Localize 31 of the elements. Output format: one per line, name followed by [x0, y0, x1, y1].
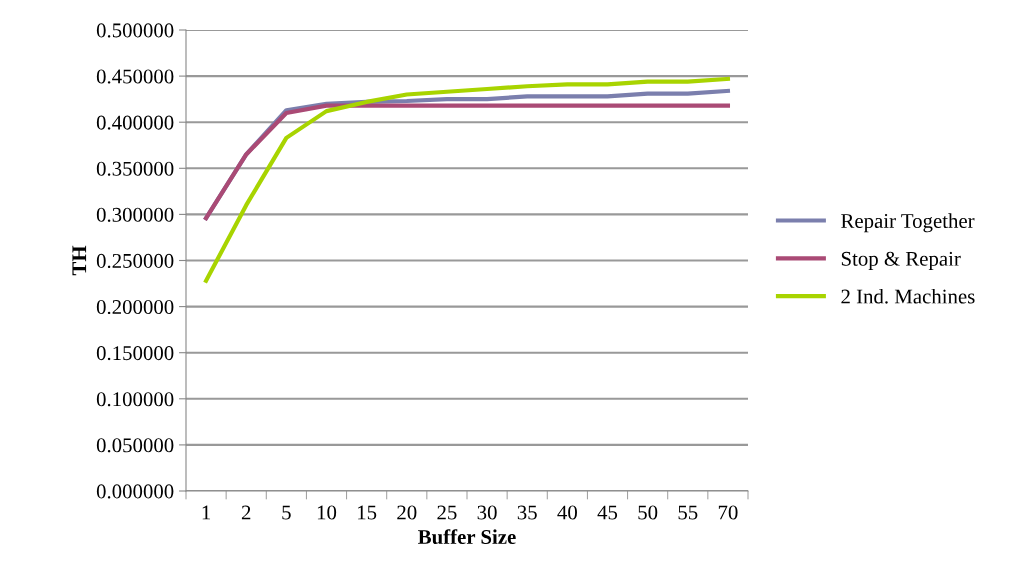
x-tick-label: 35 — [517, 505, 537, 520]
y-tick-label: 0.350000 — [96, 161, 174, 176]
x-tick-label: 40 — [557, 505, 577, 520]
y-tick-label: 0.400000 — [96, 115, 174, 130]
x-tick-label: 20 — [397, 505, 417, 520]
x-tick-label: 30 — [477, 505, 497, 520]
y-tick-label: 0.200000 — [96, 299, 174, 315]
x-tick-label: 1 — [202, 505, 211, 520]
y-tick-label: 0.250000 — [96, 253, 174, 269]
x-tick-label: 25 — [437, 505, 457, 520]
x-tick-label: 50 — [638, 505, 658, 520]
y-tick-label: 0.300000 — [96, 207, 174, 222]
x-tick-label: 5 — [282, 505, 291, 520]
x-tick-label: 10 — [317, 505, 337, 520]
legend-label: Repair Together — [841, 213, 975, 233]
x-tick-label: 2 — [241, 505, 251, 520]
y-tick-label: 0.000000 — [96, 484, 174, 499]
y-tick-label: 0.100000 — [96, 392, 174, 407]
x-tick-label: 70 — [718, 505, 738, 520]
legend-label: 2 Ind. Machines — [841, 288, 975, 304]
x-tick-label: 45 — [597, 505, 618, 520]
legend-label: Stop & Repair — [841, 251, 961, 271]
y-tick-label: 0.500000 — [96, 23, 174, 38]
y-tick-label: 0.450000 — [96, 69, 174, 84]
x-tick-label: 15 — [358, 505, 377, 520]
y-axis-title: TH — [72, 245, 87, 276]
y-tick-label: 0.050000 — [96, 438, 174, 453]
line-series — [203, 76, 731, 283]
x-tick-label: 55 — [678, 505, 698, 520]
x-axis-title: Buffer Size — [418, 529, 516, 545]
y-tick-label: 0.150000 — [96, 346, 174, 361]
